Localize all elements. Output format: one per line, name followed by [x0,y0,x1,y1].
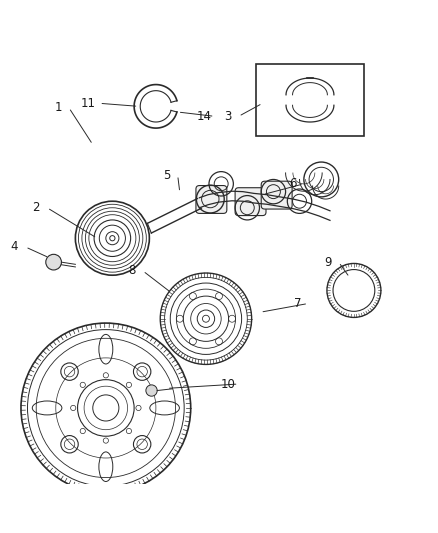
FancyBboxPatch shape [235,188,266,215]
Text: 6: 6 [289,177,297,190]
Text: 14: 14 [196,110,211,123]
Circle shape [146,385,157,396]
Text: 3: 3 [224,110,231,123]
FancyBboxPatch shape [261,181,292,209]
Text: 1: 1 [54,101,62,114]
Text: 4: 4 [11,240,18,253]
Bar [256,64,364,136]
Text: 8: 8 [128,264,136,277]
Text: 5: 5 [163,168,170,182]
FancyBboxPatch shape [196,185,227,213]
Text: 7: 7 [293,297,301,310]
Text: 9: 9 [324,256,332,269]
Circle shape [46,254,61,270]
Text: 2: 2 [32,201,40,214]
Text: 10: 10 [220,377,235,391]
Text: 11: 11 [81,97,96,110]
